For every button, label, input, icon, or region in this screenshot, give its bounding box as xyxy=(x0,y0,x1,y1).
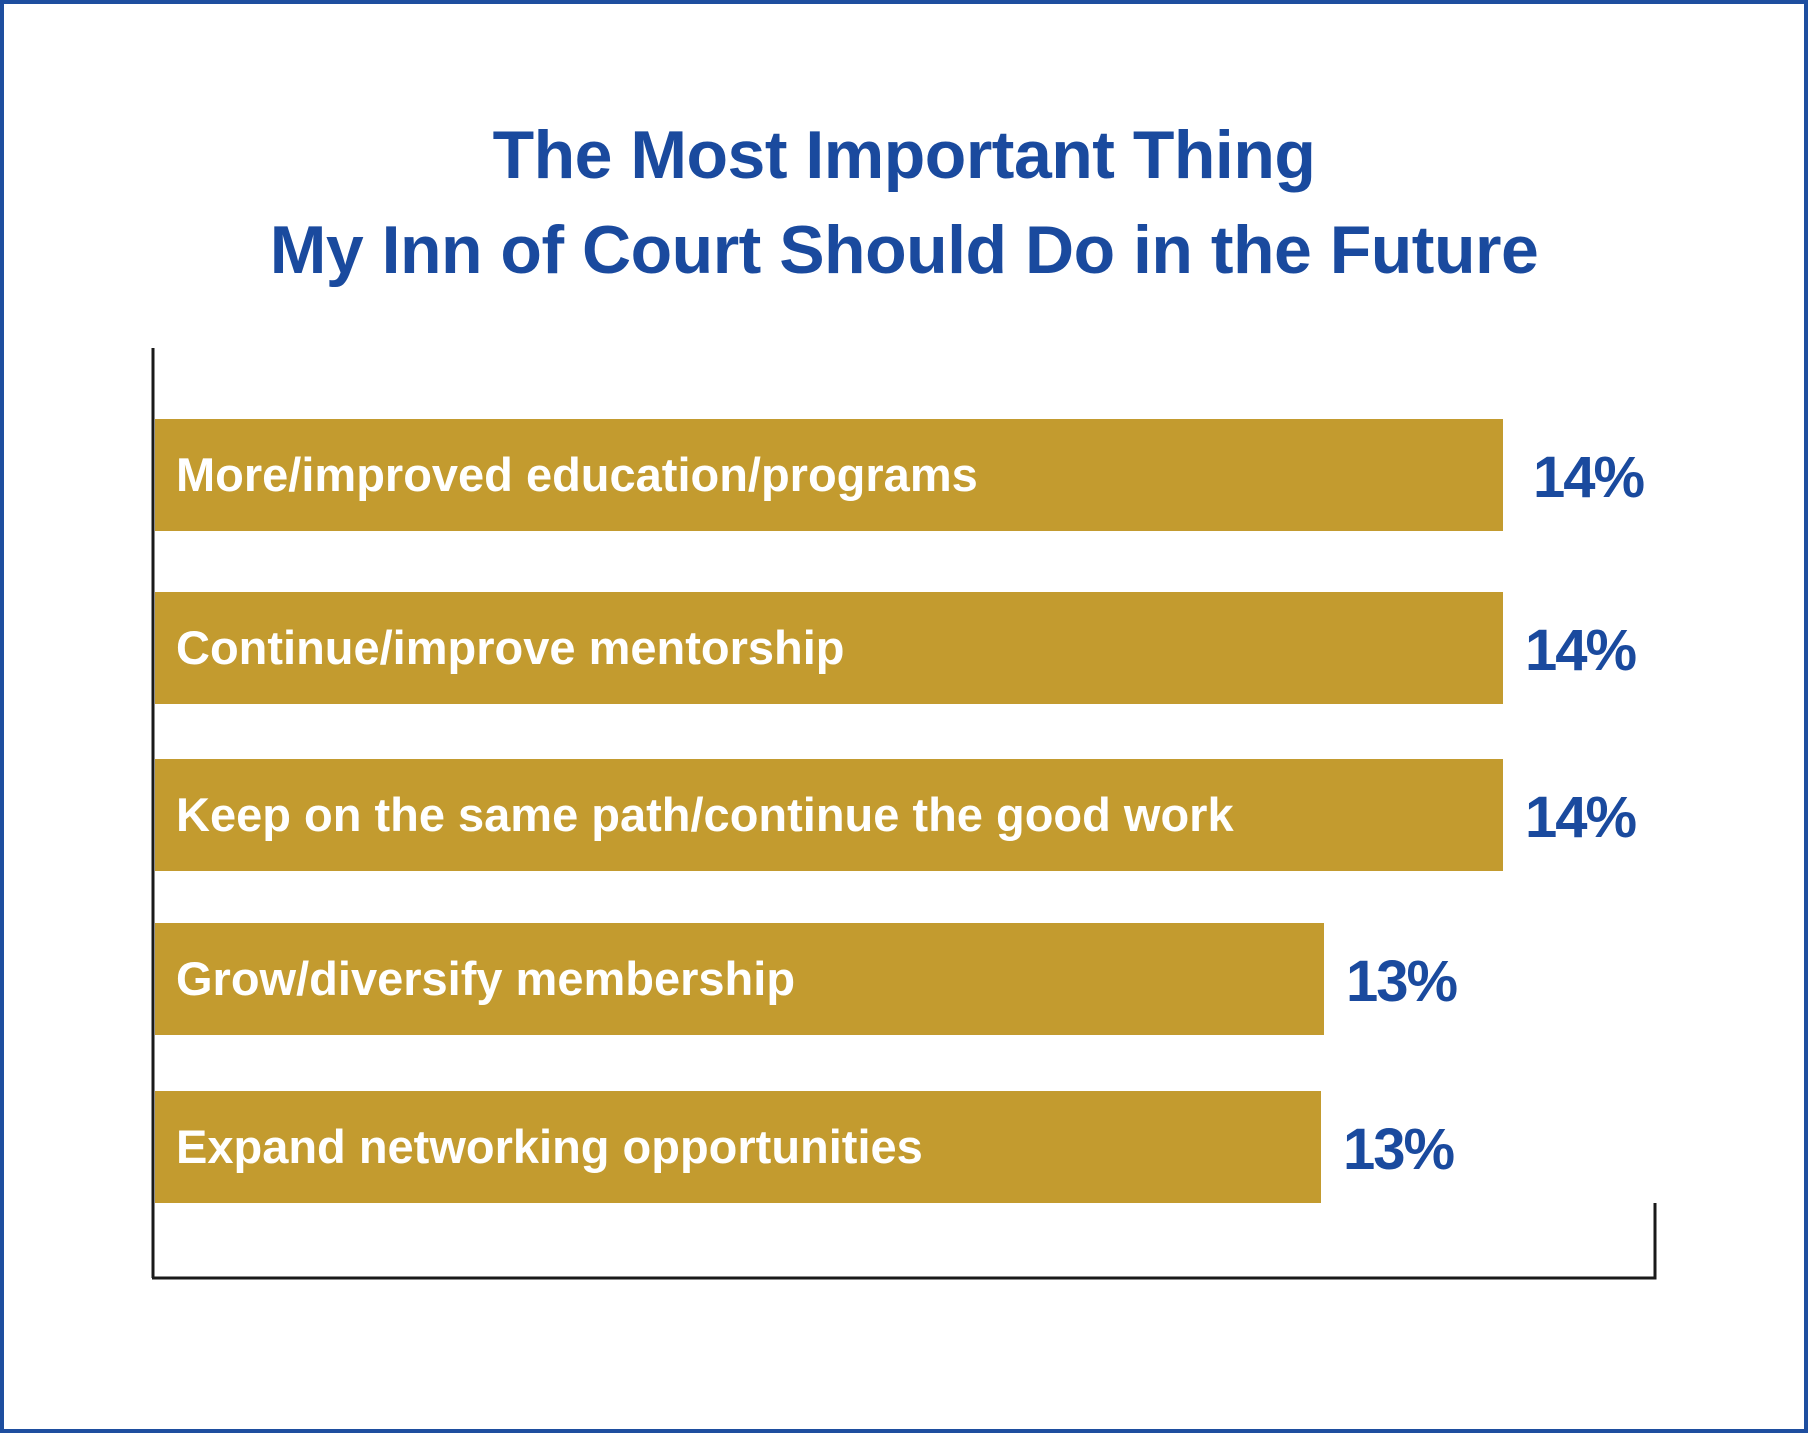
bar-label: Keep on the same path/continue the good … xyxy=(176,788,1234,841)
bar xyxy=(155,592,1503,704)
bar-label: Continue/improve mentorship xyxy=(176,621,845,674)
value-label: 13% xyxy=(1346,949,1458,1014)
value-label: 13% xyxy=(1343,1117,1455,1182)
bar-label: Grow/diversify membership xyxy=(176,952,795,1005)
bar-label: Expand networking opportunities xyxy=(176,1120,923,1173)
chart-bars: More/improved education/programs 14% Conti… xyxy=(155,419,1647,1203)
bar xyxy=(155,759,1503,871)
bar xyxy=(155,1091,1321,1203)
value-label: 14% xyxy=(1525,618,1637,683)
chart-title-line-1: The Most Important Thing xyxy=(492,117,1316,193)
value-label: 14% xyxy=(1525,785,1637,850)
bar xyxy=(155,419,1503,531)
chart-axes xyxy=(151,348,1657,1280)
chart-title: The Most Important Thing My Inn of Court… xyxy=(0,108,1808,298)
bar xyxy=(155,923,1324,1035)
bar-label: More/improved education/programs xyxy=(176,448,978,501)
value-label: 14% xyxy=(1533,445,1645,510)
chart-title-line-2: My Inn of Court Should Do in the Future xyxy=(269,212,1539,288)
